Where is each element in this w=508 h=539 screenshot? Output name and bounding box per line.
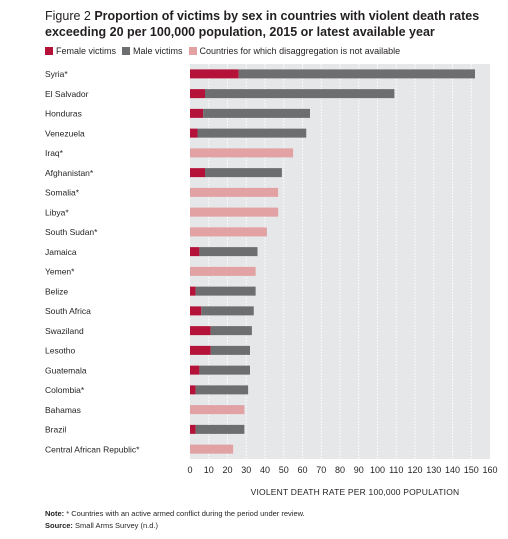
bar-segment — [190, 266, 256, 276]
bar-segment — [190, 108, 204, 118]
category-label: Lesotho — [45, 346, 76, 356]
category-label: Bahamas — [45, 405, 81, 415]
bar-segment — [205, 168, 282, 178]
figure-title-block: Figure 2 Proportion of victims by sex in… — [45, 8, 500, 40]
note-label: Note: — [45, 509, 65, 518]
bar-segment — [205, 89, 395, 99]
x-tick-label: 40 — [260, 465, 270, 475]
category-label: El Salvador — [45, 89, 89, 99]
legend-label-male: Male victims — [133, 46, 183, 56]
category-label: Belize — [45, 286, 68, 296]
legend-item-not-disaggregated: Countries for which disaggregation is no… — [188, 46, 401, 56]
category-label: Afghanistan* — [45, 168, 94, 178]
bar-segment — [190, 148, 294, 158]
bar-segment — [197, 128, 307, 138]
bar-segment — [210, 345, 250, 355]
legend-swatch-male — [122, 47, 131, 55]
legend-swatch-not-disaggregated — [188, 47, 197, 55]
category-label: Syria* — [45, 69, 68, 79]
figure-title: Proportion of victims by sex in countrie… — [45, 9, 480, 39]
source-line: Source: Small Arms Survey (n.d.) — [45, 520, 305, 532]
category-label: Yemen* — [45, 267, 75, 277]
source-label: Source: — [45, 521, 73, 530]
bar-segment — [195, 385, 249, 395]
x-axis-title: VIOLENT DEATH RATE PER 100,000 POPULATIO… — [250, 487, 460, 497]
x-tick-label: 120 — [407, 465, 422, 475]
x-tick-label: 160 — [482, 465, 497, 475]
category-label: Guatemala — [45, 365, 87, 375]
figure-label: Figure 2 — [45, 9, 91, 23]
note-line: Note: * Countries with an active armed c… — [45, 508, 305, 520]
bar-segment — [190, 247, 200, 257]
x-tick-label: 80 — [335, 465, 345, 475]
legend-label-female: Female victims — [56, 46, 117, 56]
plot-background — [190, 64, 490, 459]
category-label: Brazil — [45, 425, 66, 435]
bar-segment — [201, 306, 254, 316]
x-tick-label: 20 — [222, 465, 232, 475]
bar-segment — [195, 424, 245, 434]
category-label: Venezuela — [45, 128, 85, 138]
legend-label-not-disaggregated: Countries for which disaggregation is no… — [199, 46, 401, 56]
legend-item-male: Male victims — [122, 46, 183, 56]
bar-segment — [190, 286, 196, 296]
bar-segment — [210, 326, 252, 336]
x-tick-label: 130 — [426, 465, 441, 475]
bar-segment — [195, 286, 256, 296]
x-tick-label: 70 — [316, 465, 326, 475]
bar-segment — [199, 247, 258, 257]
x-tick-label: 30 — [241, 465, 251, 475]
bar-segment — [190, 345, 211, 355]
bar-segment — [190, 187, 279, 197]
bar-segment — [190, 168, 205, 178]
bar-segment — [190, 424, 196, 434]
category-label: Somalia* — [45, 188, 80, 198]
bar-segment — [199, 365, 250, 375]
x-tick-label: 90 — [354, 465, 364, 475]
bar-segment — [238, 69, 475, 79]
bar-segment — [190, 326, 211, 336]
bar-segment — [190, 227, 267, 237]
x-tick-label: 150 — [464, 465, 479, 475]
x-tick-label: 10 — [204, 465, 214, 475]
category-label: Jamaica — [45, 247, 77, 257]
chart-legend: Female victims Male victims Countries fo… — [45, 46, 406, 56]
category-label: Swaziland — [45, 326, 84, 336]
bar-segment — [190, 405, 245, 415]
category-label: Honduras — [45, 109, 82, 119]
x-tick-label: 0 — [187, 465, 192, 475]
bar-segment — [190, 128, 198, 138]
x-tick-label: 110 — [389, 465, 403, 475]
x-tick-label: 60 — [297, 465, 307, 475]
bar-segment — [190, 444, 234, 454]
category-label: Iraq* — [45, 148, 64, 158]
category-label: Libya* — [45, 207, 69, 217]
x-tick-label: 50 — [279, 465, 289, 475]
bar-segment — [190, 365, 200, 375]
legend-item-female: Female victims — [45, 46, 116, 56]
x-tick-label: 140 — [445, 465, 460, 475]
category-label: South Africa — [45, 306, 91, 316]
x-tick-label: 100 — [370, 465, 385, 475]
legend-swatch-female — [45, 47, 53, 55]
category-label: Colombia* — [45, 385, 85, 395]
category-label: South Sudan* — [45, 227, 98, 237]
source-text: Small Arms Survey (n.d.) — [72, 521, 158, 530]
note-text: * Countries with an active armed conflic… — [64, 509, 305, 518]
category-label: Central African Republic* — [45, 444, 140, 454]
bar-segment — [203, 108, 310, 118]
bar-segment — [190, 306, 202, 316]
bar-segment — [190, 385, 196, 395]
bar-segment — [190, 207, 279, 217]
figure-notes: Note: * Countries with an active armed c… — [45, 508, 305, 532]
bar-segment — [190, 89, 205, 99]
bar-segment — [190, 69, 239, 79]
